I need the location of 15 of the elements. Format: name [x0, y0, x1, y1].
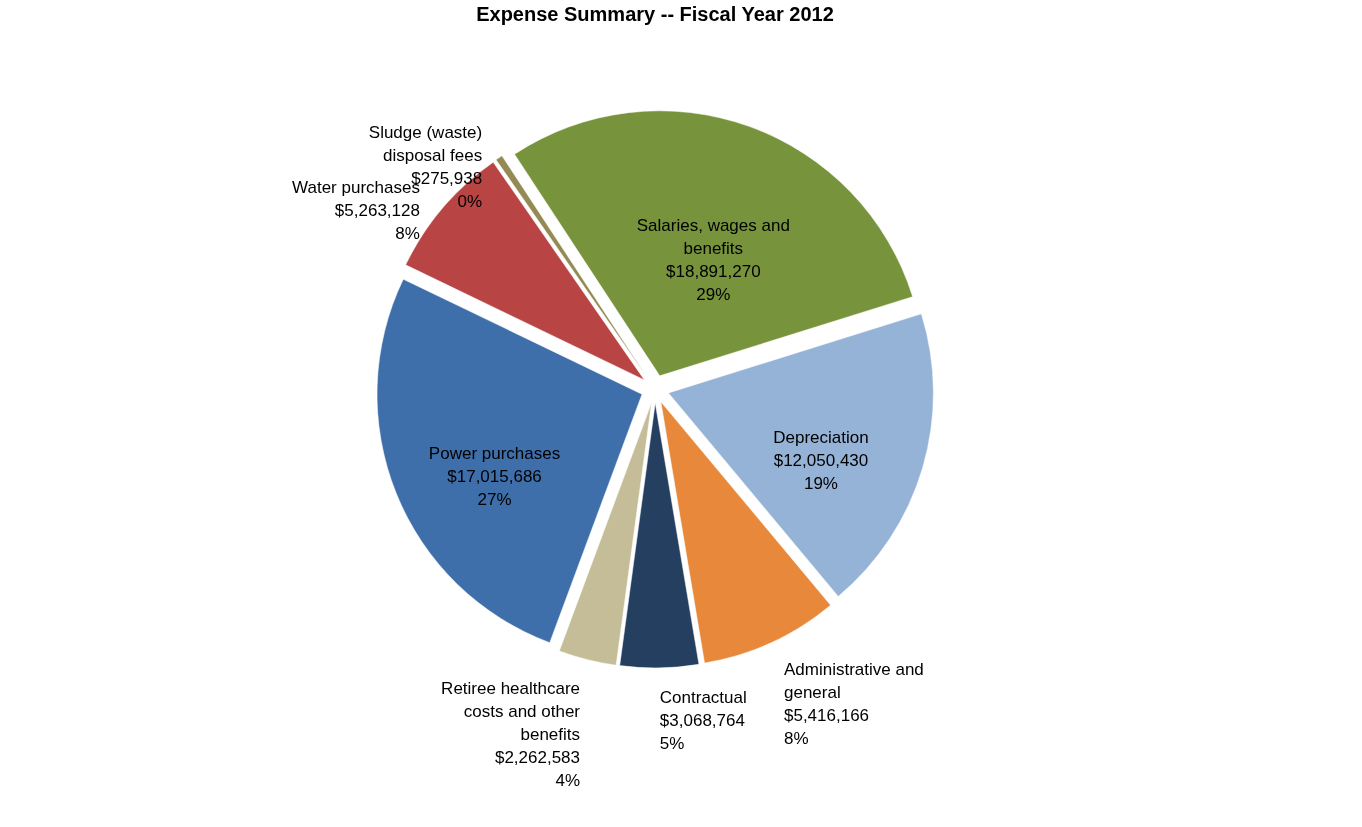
slice-label: Contractual: [659, 687, 747, 707]
data-label: $5,263,128 8%: [334, 201, 420, 244]
data-label: $5,416,166 8%: [783, 705, 870, 748]
chart-title: Expense Summary -- Fiscal Year 2012: [476, 3, 834, 25]
data-label: $3,068,764 5%: [659, 710, 745, 753]
slice-label: Retiree healthcare costs and other benefits: [441, 678, 581, 744]
data-label: $17,015,686 27%: [447, 466, 542, 509]
slice-label: Sludge (waste) disposal fees: [368, 122, 483, 165]
slice-label: Depreciation: [773, 427, 869, 447]
data-label: $18,891,270 29%: [666, 262, 761, 305]
slice-label: Administrative and general: [783, 659, 924, 702]
slice-label: Power purchases: [428, 443, 561, 463]
data-label: $2,262,583 4%: [494, 747, 581, 790]
data-label: $12,050,430 19%: [773, 450, 869, 493]
slice-label: Salaries, wages and benefits: [636, 216, 790, 259]
